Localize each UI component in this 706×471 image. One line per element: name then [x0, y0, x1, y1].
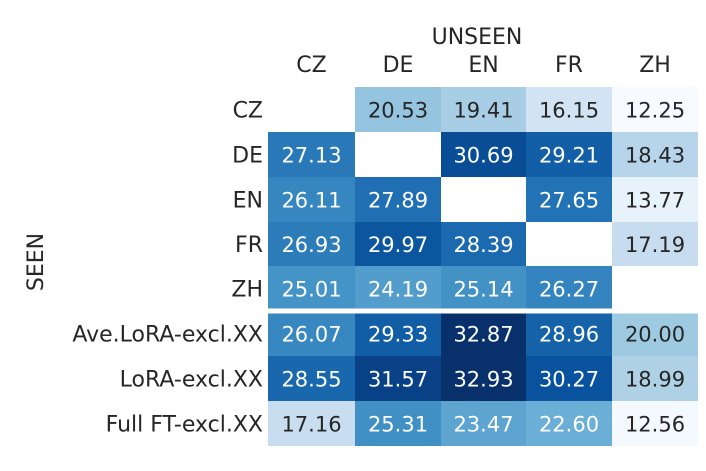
heatmap-cell: [612, 222, 698, 266]
heatmap-cell: [441, 132, 526, 177]
cell-value-label: 28.96: [539, 323, 599, 347]
cell-value-label: 13.77: [625, 189, 685, 213]
cell-value-label: 25.14: [453, 278, 513, 302]
cell-value-label: 26.07: [281, 323, 341, 347]
cell-value-label: 30.27: [539, 368, 599, 392]
cell-value-label: 30.69: [453, 144, 513, 168]
heatmap-cell: [526, 356, 612, 401]
cell-value-label: 23.47: [453, 413, 513, 437]
heatmap-cell: [526, 132, 612, 177]
row-label-zh: ZH: [231, 278, 263, 303]
heatmap-cell: [526, 311, 612, 356]
heatmap-cells: 20.53 19.41 16.15 12.25 27.13 30.69 29.21 18.43…: [268, 87, 698, 446]
heatmap-cell: [526, 266, 612, 311]
cell-value-label: 18.99: [625, 368, 685, 392]
heatmap-cell: [441, 311, 526, 356]
cell-value-label: 22.60: [539, 413, 599, 437]
row-label-lora-excl-xx: LoRA-excl.XX: [120, 368, 263, 393]
heatmap-cell: [612, 356, 698, 401]
heatmap-cell: [355, 177, 441, 222]
heatmap-cell: [268, 356, 355, 401]
cell-value-label: 32.93: [453, 368, 513, 392]
cell-value-label: 28.39: [453, 233, 513, 257]
heatmap-cell: [612, 132, 698, 177]
heatmap-cell: [268, 222, 355, 266]
cell-value-label: 26.93: [281, 233, 341, 257]
cell-value-label: 20.00: [625, 323, 685, 347]
cell-value-label: 31.57: [368, 368, 428, 392]
heatmap-cell: [268, 177, 355, 222]
cell-value-label: 29.21: [539, 144, 599, 168]
heatmap-cell: [526, 401, 612, 446]
heatmap-cell: [612, 177, 698, 222]
cell-value-label: 12.25: [625, 99, 685, 123]
heatmap-cell: [441, 222, 526, 266]
heatmap-cell: [268, 132, 355, 177]
y-axis-title: SEEN: [24, 233, 49, 291]
heatmap-cell: [441, 356, 526, 401]
heatmap-cell: [355, 222, 441, 266]
heatmap-cell: [441, 266, 526, 311]
cell-value-label: 27.89: [368, 189, 428, 213]
cell-value-label: 27.13: [281, 144, 341, 168]
cell-value-label: 20.53: [368, 99, 428, 123]
heatmap-cell: [441, 401, 526, 446]
heatmap-cell: [268, 266, 355, 311]
column-label-zh: ZH: [639, 53, 671, 78]
heatmap-cell: [355, 311, 441, 356]
column-label-cz: CZ: [296, 53, 326, 78]
row-label-fr: FR: [235, 233, 263, 258]
cell-value-label: 26.27: [539, 278, 599, 302]
cell-value-label: 17.19: [625, 233, 685, 257]
cell-value-label: 29.33: [368, 323, 428, 347]
cell-value-label: 24.19: [368, 278, 428, 302]
column-label-fr: FR: [555, 53, 583, 78]
row-label-en: EN: [233, 189, 263, 214]
heatmap-cell: [612, 401, 698, 446]
heatmap-cell: [355, 356, 441, 401]
heatmap-cell: [441, 87, 526, 132]
heatmap-cell: [355, 401, 441, 446]
heatmap-cell: [268, 311, 355, 356]
row-label-de: DE: [232, 144, 263, 169]
heatmap-cell: [355, 87, 441, 132]
cell-value-label: 16.15: [539, 99, 599, 123]
heatmap-cell: [612, 311, 698, 356]
heatmap-cell: [268, 401, 355, 446]
row-label-ave-lora-excl-xx: Ave.LoRA-excl.XX: [72, 323, 263, 348]
cell-value-label: 17.16: [281, 413, 341, 437]
cell-value-label: 28.55: [281, 368, 341, 392]
row-label-cz: CZ: [233, 99, 263, 124]
cell-value-label: 32.87: [453, 323, 513, 347]
column-labels: CZ DE EN FR ZH: [296, 53, 671, 78]
cell-value-label: 12.56: [625, 413, 685, 437]
row-labels: CZ DE EN FR ZH Ave.LoRA-excl.XX LoRA-excl.XX Fu…: [72, 99, 263, 438]
heatmap-cell: [526, 87, 612, 132]
cell-value-label: 25.01: [281, 278, 341, 302]
cell-value-label: 25.31: [368, 413, 428, 437]
cell-value-label: 19.41: [453, 99, 513, 123]
column-label-de: DE: [383, 53, 414, 78]
cell-value-label: 26.11: [281, 189, 341, 213]
x-axis-title: UNSEEN: [432, 25, 523, 50]
row-label-full-ft-excl-xx: Full FT-excl.XX: [106, 413, 263, 438]
heatmap-cell: [526, 177, 612, 222]
cell-value-label: 18.43: [625, 144, 685, 168]
heatmap-cell: [612, 87, 698, 132]
cell-value-label: 29.97: [368, 233, 428, 257]
cell-value-label: 27.65: [539, 189, 599, 213]
heatmap-cell: [355, 266, 441, 311]
column-label-en: EN: [468, 53, 498, 78]
